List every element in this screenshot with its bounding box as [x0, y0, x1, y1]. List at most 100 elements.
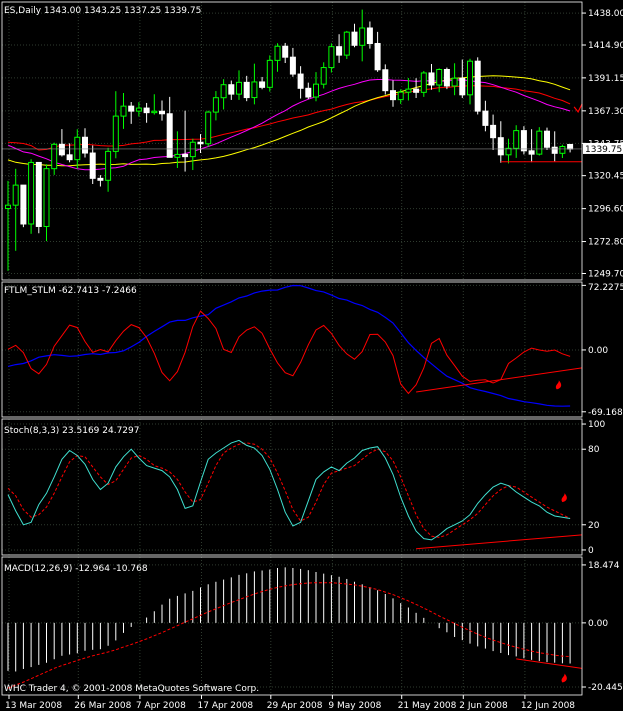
- candle[interactable]: [66, 143, 73, 163]
- candle[interactable]: [359, 9, 366, 62]
- candle[interactable]: [205, 110, 212, 147]
- candle[interactable]: [228, 80, 235, 100]
- candle[interactable]: [544, 127, 550, 150]
- candle[interactable]: [51, 142, 58, 175]
- candle[interactable]: [451, 63, 458, 96]
- candle[interactable]: [482, 100, 489, 132]
- candle[interactable]: [12, 168, 19, 251]
- candle[interactable]: [82, 128, 88, 158]
- y-tick-label: 18.474: [588, 561, 620, 571]
- candle[interactable]: [35, 161, 42, 234]
- candle[interactable]: [366, 21, 373, 49]
- candle[interactable]: [159, 100, 165, 121]
- candle[interactable]: [490, 114, 497, 150]
- candle-body: [12, 184, 19, 206]
- candle[interactable]: [89, 145, 96, 185]
- candle-body: [482, 110, 489, 126]
- candle[interactable]: [428, 63, 435, 90]
- candle[interactable]: [197, 134, 204, 154]
- candle[interactable]: [236, 70, 242, 100]
- candle[interactable]: [459, 59, 466, 98]
- ftlm-trendline: [416, 367, 583, 393]
- candle[interactable]: [351, 23, 358, 48]
- candle[interactable]: [382, 64, 389, 95]
- candle[interactable]: [243, 75, 250, 102]
- candle[interactable]: [536, 127, 543, 156]
- candle[interactable]: [289, 47, 296, 77]
- candle[interactable]: [305, 82, 312, 100]
- candle-body: [28, 161, 35, 225]
- candle[interactable]: [135, 102, 142, 117]
- candle[interactable]: [266, 55, 273, 92]
- candle[interactable]: [328, 43, 335, 73]
- macd-title: MACD(12,26,9) -12.964 -10.768: [4, 564, 148, 574]
- stoch-signal-line: [7, 442, 571, 538]
- stochastic-pane[interactable]: [7, 439, 583, 550]
- stoch-main-line: [7, 439, 571, 541]
- candle[interactable]: [443, 67, 450, 90]
- candle[interactable]: [189, 138, 196, 171]
- candle[interactable]: [105, 147, 112, 192]
- candle[interactable]: [282, 42, 289, 63]
- candle-body: [228, 84, 235, 95]
- candle[interactable]: [551, 131, 558, 162]
- candle[interactable]: [390, 80, 396, 107]
- candle[interactable]: [5, 180, 11, 271]
- candle[interactable]: [43, 164, 50, 242]
- candle[interactable]: [20, 184, 27, 228]
- candle[interactable]: [274, 43, 281, 72]
- candle[interactable]: [112, 91, 119, 159]
- candle[interactable]: [405, 78, 412, 101]
- candle[interactable]: [143, 102, 150, 123]
- candle[interactable]: [120, 93, 127, 129]
- candle[interactable]: [559, 144, 566, 159]
- candle[interactable]: [397, 89, 404, 104]
- candle[interactable]: [128, 101, 135, 124]
- candle-body: [366, 27, 373, 44]
- candle[interactable]: [343, 30, 350, 59]
- candle[interactable]: [220, 79, 227, 110]
- candle-body: [58, 143, 65, 156]
- candle[interactable]: [474, 57, 481, 115]
- candle[interactable]: [413, 78, 420, 98]
- candle[interactable]: [320, 62, 327, 89]
- candle[interactable]: [467, 58, 473, 105]
- candle[interactable]: [97, 175, 104, 187]
- candle[interactable]: [151, 94, 158, 115]
- candle[interactable]: [497, 121, 504, 163]
- candle[interactable]: [436, 68, 443, 93]
- candle[interactable]: [251, 63, 258, 105]
- x-tick-label: 7 Apr 2008: [136, 701, 186, 711]
- candle[interactable]: [505, 138, 512, 164]
- candle[interactable]: [182, 110, 189, 172]
- candle-body: [197, 141, 204, 145]
- price-pane[interactable]: [2, 9, 583, 271]
- x-tick-label: 2 Jun 2008: [459, 701, 508, 711]
- candle[interactable]: [520, 126, 527, 155]
- candle[interactable]: [174, 131, 181, 168]
- candle[interactable]: [513, 125, 520, 158]
- candle[interactable]: [58, 129, 65, 157]
- candle-body: [182, 153, 189, 158]
- macd-pane[interactable]: [7, 567, 583, 689]
- candle[interactable]: [259, 76, 266, 90]
- candle-body: [212, 97, 219, 113]
- candle[interactable]: [297, 66, 304, 99]
- candle[interactable]: [313, 72, 319, 102]
- candle[interactable]: [420, 71, 427, 97]
- y-tick-label: 1367.30: [588, 107, 623, 117]
- candle[interactable]: [212, 91, 219, 121]
- candle[interactable]: [374, 31, 381, 72]
- candle[interactable]: [336, 34, 343, 63]
- candle-body: [505, 147, 512, 156]
- candle-body: [374, 42, 381, 71]
- candle[interactable]: [28, 159, 35, 234]
- candle-body: [343, 31, 350, 56]
- candle[interactable]: [528, 129, 535, 163]
- ftlm-stlm-pane[interactable]: [7, 284, 583, 407]
- candle-body: [297, 73, 304, 89]
- x-tick-label: 13 Mar 2008: [5, 701, 62, 711]
- x-tick-label: 17 Apr 2008: [198, 701, 254, 711]
- candle[interactable]: [166, 96, 173, 158]
